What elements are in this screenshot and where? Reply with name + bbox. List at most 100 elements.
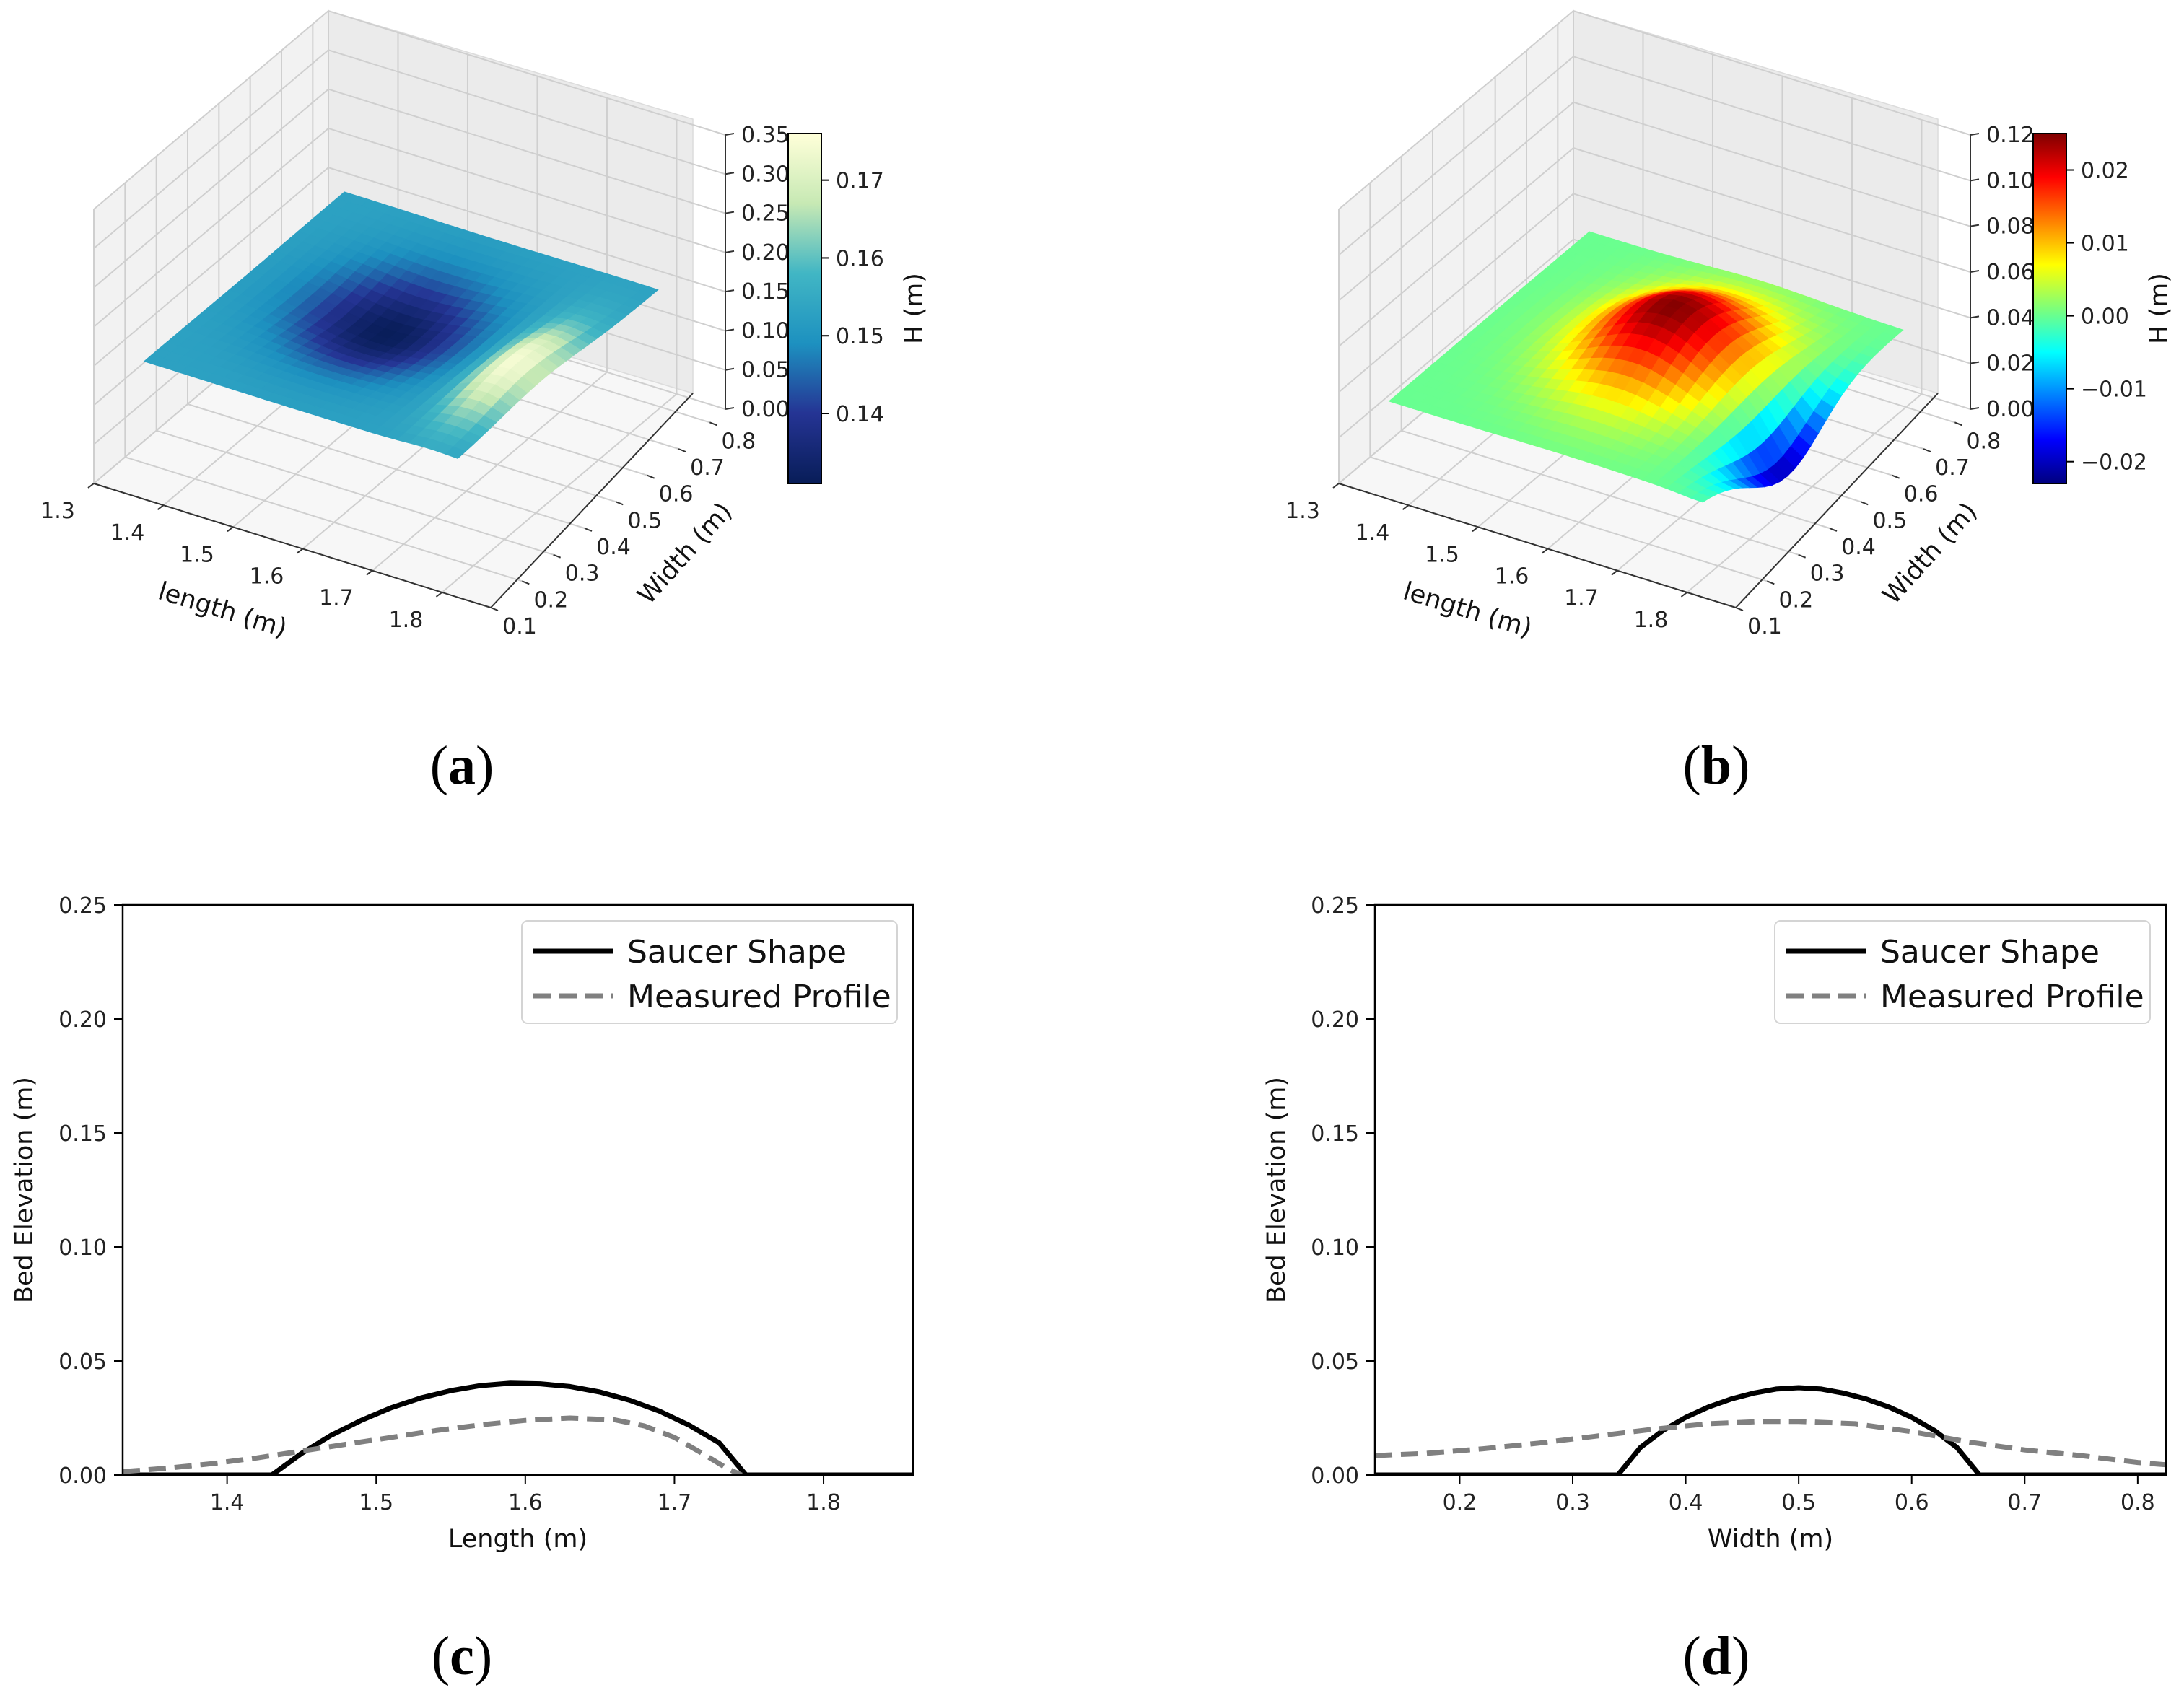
x-tick-label: 1.8 — [1634, 608, 1669, 633]
y-tick-label: 0.15 — [1311, 1121, 1359, 1147]
x-tick-label: 0.2 — [1443, 1490, 1477, 1515]
x-tick — [227, 526, 234, 533]
y-tick — [647, 474, 655, 479]
y-tick-label: 0.25 — [58, 893, 107, 919]
grid-line — [93, 88, 726, 289]
surface-patch — [445, 446, 466, 459]
axes-frame — [121, 903, 914, 1476]
legend-box — [521, 920, 898, 1024]
z-tick-label: 0.06 — [1986, 260, 2035, 285]
x-tick-label: 0.6 — [1895, 1490, 1929, 1515]
colorbar-tick-label: −0.02 — [2081, 450, 2147, 476]
x-tick-label: 1.7 — [1564, 586, 1599, 611]
z-tick-label: 0.12 — [1986, 123, 2035, 148]
z-tick-label: 0.08 — [1986, 214, 2035, 240]
x-tick — [1680, 592, 1688, 598]
y-tick — [1798, 553, 1807, 559]
y-tick-label: 0.25 — [1311, 893, 1359, 919]
grid-line — [1338, 56, 1971, 256]
x-tick — [296, 548, 304, 554]
y-tick-label: 0.6 — [1904, 482, 1939, 507]
z-tick-label: 0.00 — [741, 397, 790, 422]
x-tick — [1541, 548, 1549, 554]
z-tick-label: 0.20 — [741, 240, 790, 266]
y-tick — [521, 580, 530, 585]
x-tick-label: 0.4 — [1669, 1490, 1703, 1515]
z-tick — [725, 133, 735, 136]
y-tick-label: 0.7 — [1935, 455, 1970, 481]
x-tick — [435, 592, 443, 598]
x-tick — [1611, 569, 1618, 576]
y-tick-label: 0.00 — [1311, 1463, 1359, 1489]
y-tick-label: 0.5 — [1872, 508, 1907, 533]
z-tick — [1970, 407, 1980, 410]
y-tick — [1735, 607, 1744, 611]
panel-label-b: (b) — [1683, 735, 1750, 796]
chart-b-surface: 1.31.41.51.61.71.8 0.10.20.30.40.50.60.70… — [1285, 9, 2174, 644]
x-axis-line — [1338, 483, 1737, 608]
x-tick-label: 1.7 — [319, 586, 354, 611]
x-tick-label: 1.3 — [1285, 499, 1320, 524]
x-tick — [1402, 504, 1410, 510]
z-tick-label: 0.25 — [741, 201, 790, 227]
colorbar-label: H (m) — [2145, 273, 2174, 344]
y-tick-label: 0.7 — [690, 455, 725, 481]
colorbar — [2032, 133, 2067, 484]
y-axis-label: Bed Elevation (m) — [1262, 1077, 1291, 1303]
y-tick — [1860, 501, 1869, 506]
z-tick — [725, 250, 735, 253]
x-tick-label: 1.8 — [389, 608, 424, 633]
x-tick — [1332, 483, 1340, 489]
y-tick-label: 0.00 — [58, 1463, 107, 1489]
z-tick-label: 0.10 — [1986, 168, 2035, 193]
x-tick-label: 1.6 — [508, 1490, 543, 1515]
series-line-saucer-shape — [123, 1380, 913, 1475]
y-tick — [1829, 528, 1838, 532]
y-tick-label: 0.4 — [1841, 535, 1876, 560]
x-tick-label: 1.4 — [110, 520, 145, 546]
grid-line — [1338, 101, 1971, 302]
colorbar-tick-label: 0.01 — [2081, 232, 2129, 257]
legend-label-measured-profile: Measured Profile — [1880, 979, 2144, 1015]
y-tick — [1892, 474, 1900, 479]
colorbar-label: H (m) — [900, 273, 929, 344]
x-tick-label: 1.5 — [359, 1490, 393, 1515]
z-tick-label: 0.04 — [1986, 305, 2035, 331]
legend-label-measured-profile: Measured Profile — [627, 979, 891, 1015]
y-tick-label: 0.2 — [1778, 587, 1813, 613]
y-tick — [1766, 580, 1775, 585]
surface-mesh — [143, 191, 659, 459]
y-tick — [709, 421, 717, 426]
grid-line — [93, 49, 726, 250]
grid-line — [1338, 9, 1971, 210]
z-tick — [725, 289, 735, 293]
y-tick-label: 0.3 — [565, 561, 600, 587]
z-tick-label: 0.00 — [1986, 397, 2035, 422]
z-tick — [1970, 270, 1980, 273]
y-tick — [678, 448, 686, 452]
z-tick — [725, 211, 735, 214]
x-tick-label: 0.5 — [1781, 1490, 1816, 1515]
y-axis-line — [490, 393, 694, 608]
x-tick-label: 1.6 — [250, 564, 284, 590]
z-tick — [1970, 133, 1980, 136]
series-line-measured-profile — [1375, 1419, 2166, 1468]
x-axis-line — [93, 483, 492, 608]
z-tick-label: 0.30 — [741, 162, 790, 187]
series-line-measured-profile — [123, 1415, 743, 1475]
legend-box — [1774, 920, 2151, 1024]
z-tick-label: 0.02 — [1986, 351, 2035, 377]
x-tick-label: 1.5 — [1425, 542, 1459, 567]
legend-label-saucer-shape: Saucer Shape — [1880, 934, 2100, 971]
grid-line — [1338, 146, 1971, 347]
z-tick — [1970, 178, 1980, 182]
x-tick-label: 1.7 — [658, 1490, 692, 1515]
y-axis-label: Bed Elevation (m) — [10, 1077, 39, 1303]
y-tick-label: 0.15 — [58, 1121, 107, 1147]
x-tick-label: 1.6 — [1495, 564, 1529, 590]
grid-line — [1338, 193, 1971, 393]
z-tick — [1970, 224, 1980, 227]
x-tick-label: 1.3 — [40, 499, 75, 524]
grid-line — [93, 167, 726, 367]
colorbar-tick-label: −0.01 — [2081, 377, 2147, 403]
